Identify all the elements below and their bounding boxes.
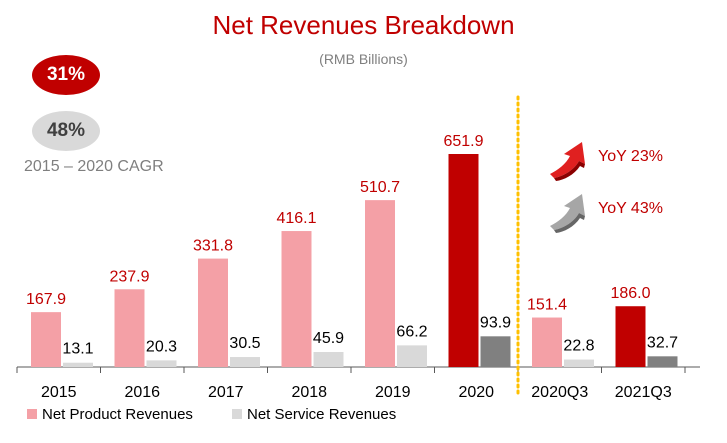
legend-swatch-product	[27, 409, 37, 419]
x-tick-label-2016: 2016	[124, 384, 160, 401]
value-label-service-2019: 66.2	[396, 323, 427, 340]
bar-product-2020Q3	[532, 317, 562, 367]
bar-product-2015	[31, 312, 61, 367]
yoy-service-text: YoY 43%	[598, 200, 663, 217]
value-label-product-2017: 331.8	[193, 238, 233, 255]
service-cagr-badge: 48%	[32, 111, 100, 151]
bar-product-2021Q3	[615, 306, 646, 367]
yoy-up-arrow-red-icon	[550, 142, 585, 181]
bar-service-2017	[230, 357, 260, 367]
cagr-label: 2015 – 2020 CAGR	[24, 158, 164, 175]
value-label-service-2017: 30.5	[229, 335, 260, 352]
x-tick-label-2020: 2020	[458, 384, 494, 401]
bar-service-2021Q3	[647, 356, 678, 367]
value-label-product-2015: 167.9	[26, 291, 66, 308]
value-label-service-2021Q3: 32.7	[647, 334, 678, 351]
yoy-product-text: YoY 23%	[598, 148, 663, 165]
yoy-up-arrow-grey-icon	[550, 194, 585, 233]
bar-service-2015	[63, 362, 93, 367]
value-label-service-2015: 13.1	[62, 341, 93, 358]
value-label-service-2016: 20.3	[146, 338, 177, 355]
bar-product-2016	[114, 289, 145, 367]
bar-service-2020	[480, 336, 511, 367]
value-label-product-2020Q3: 151.4	[527, 297, 567, 314]
x-tick-label-2018: 2018	[291, 384, 327, 401]
chart-title: Net Revenues Breakdown	[212, 10, 515, 40]
x-tick-label-2020Q3: 2020Q3	[531, 384, 588, 401]
value-label-product-2018: 416.1	[276, 210, 316, 227]
value-label-product-2020: 651.9	[443, 133, 483, 150]
x-tick-label-2017: 2017	[208, 384, 244, 401]
bar-service-2020Q3	[564, 359, 594, 367]
x-tick-label-2015: 2015	[41, 384, 77, 401]
value-label-product-2016: 237.9	[109, 268, 149, 285]
value-label-service-2018: 45.9	[313, 330, 344, 347]
bar-service-2016	[146, 360, 177, 367]
bar-product-2019	[365, 200, 395, 367]
legend-swatch-service	[232, 409, 242, 419]
legend-label-service: Net Service Revenues	[247, 406, 396, 423]
bar-product-2020	[448, 154, 479, 367]
bar-product-2018	[281, 231, 312, 367]
value-label-product-2019: 510.7	[360, 179, 400, 196]
x-tick-label-2019: 2019	[375, 384, 411, 401]
value-label-service-2020Q3: 22.8	[563, 338, 594, 355]
value-label-product-2021Q3: 186.0	[610, 285, 650, 302]
bar-service-2019	[397, 345, 427, 367]
legend-label-product: Net Product Revenues	[42, 406, 193, 423]
bar-product-2017	[198, 258, 228, 367]
product-cagr-badge: 31%	[32, 55, 100, 95]
chart-subtitle: (RMB Billions)	[319, 51, 408, 67]
value-label-service-2020: 93.9	[480, 314, 511, 331]
x-tick-label-2021Q3: 2021Q3	[615, 384, 672, 401]
bar-service-2018	[313, 352, 344, 367]
